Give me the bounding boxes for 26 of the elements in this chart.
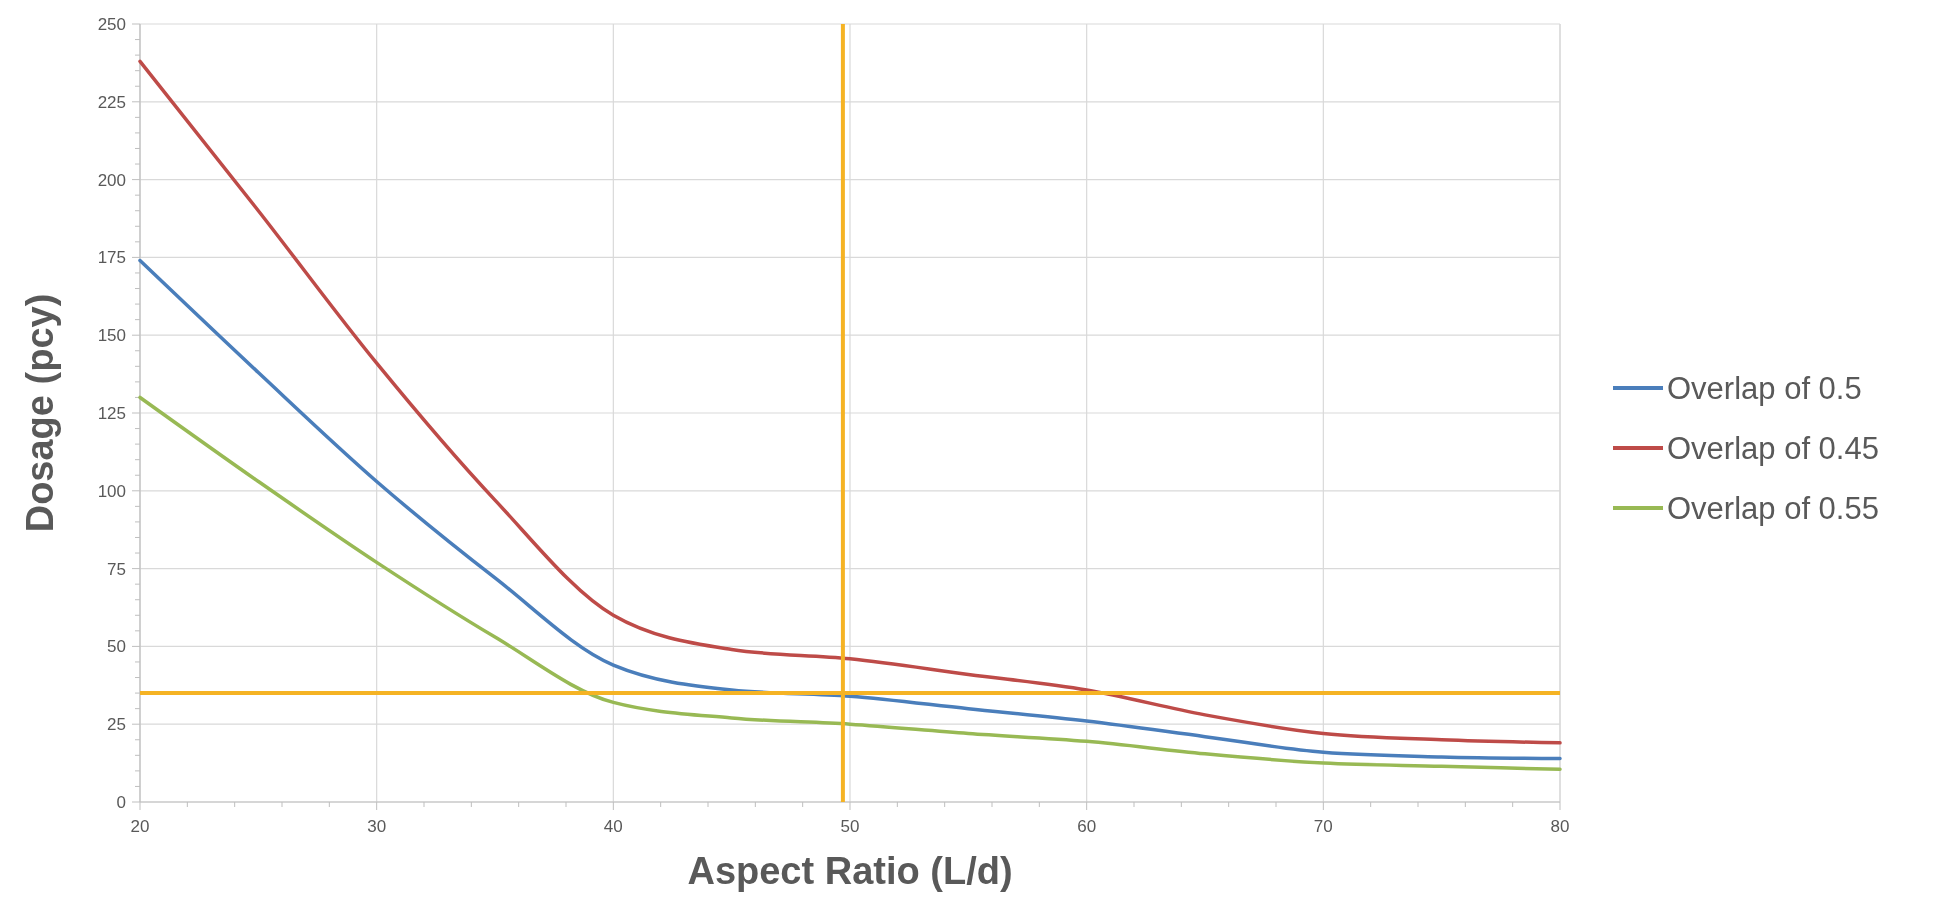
line-series bbox=[138, 258, 1562, 761]
x-tick-label: 80 bbox=[1550, 817, 1570, 836]
x-axis-title: Aspect Ratio (L/d) bbox=[687, 850, 1013, 892]
y-tick-label: 225 bbox=[97, 92, 126, 112]
line-series bbox=[138, 59, 1562, 745]
y-tick-label: 100 bbox=[97, 481, 126, 501]
y-tick-label: 150 bbox=[97, 326, 126, 346]
legend-label: Overlap of 0.5 bbox=[1667, 370, 1862, 406]
x-tick-label: 50 bbox=[840, 817, 860, 836]
x-tick-label: 60 bbox=[1077, 817, 1097, 836]
legend-label: Overlap of 0.55 bbox=[1667, 490, 1879, 526]
x-tick-label: 30 bbox=[367, 817, 387, 836]
line-series bbox=[138, 395, 1562, 772]
y-tick-label: 250 bbox=[97, 14, 126, 34]
y-tick-label: 50 bbox=[107, 637, 126, 657]
y-tick-label: 125 bbox=[97, 403, 126, 423]
legend-label: Overlap of 0.45 bbox=[1667, 430, 1879, 466]
y-tick-label: 0 bbox=[116, 792, 126, 812]
y-tick-label: 25 bbox=[107, 715, 126, 735]
y-axis-title: Dosage (pcy) bbox=[19, 293, 61, 533]
y-tick-label: 175 bbox=[97, 248, 126, 268]
x-tick-label: 40 bbox=[603, 817, 623, 836]
y-tick-label: 75 bbox=[107, 559, 126, 579]
y-tick-label: 200 bbox=[97, 170, 126, 190]
x-tick-label: 70 bbox=[1313, 817, 1333, 836]
x-tick-label: 20 bbox=[130, 817, 150, 836]
